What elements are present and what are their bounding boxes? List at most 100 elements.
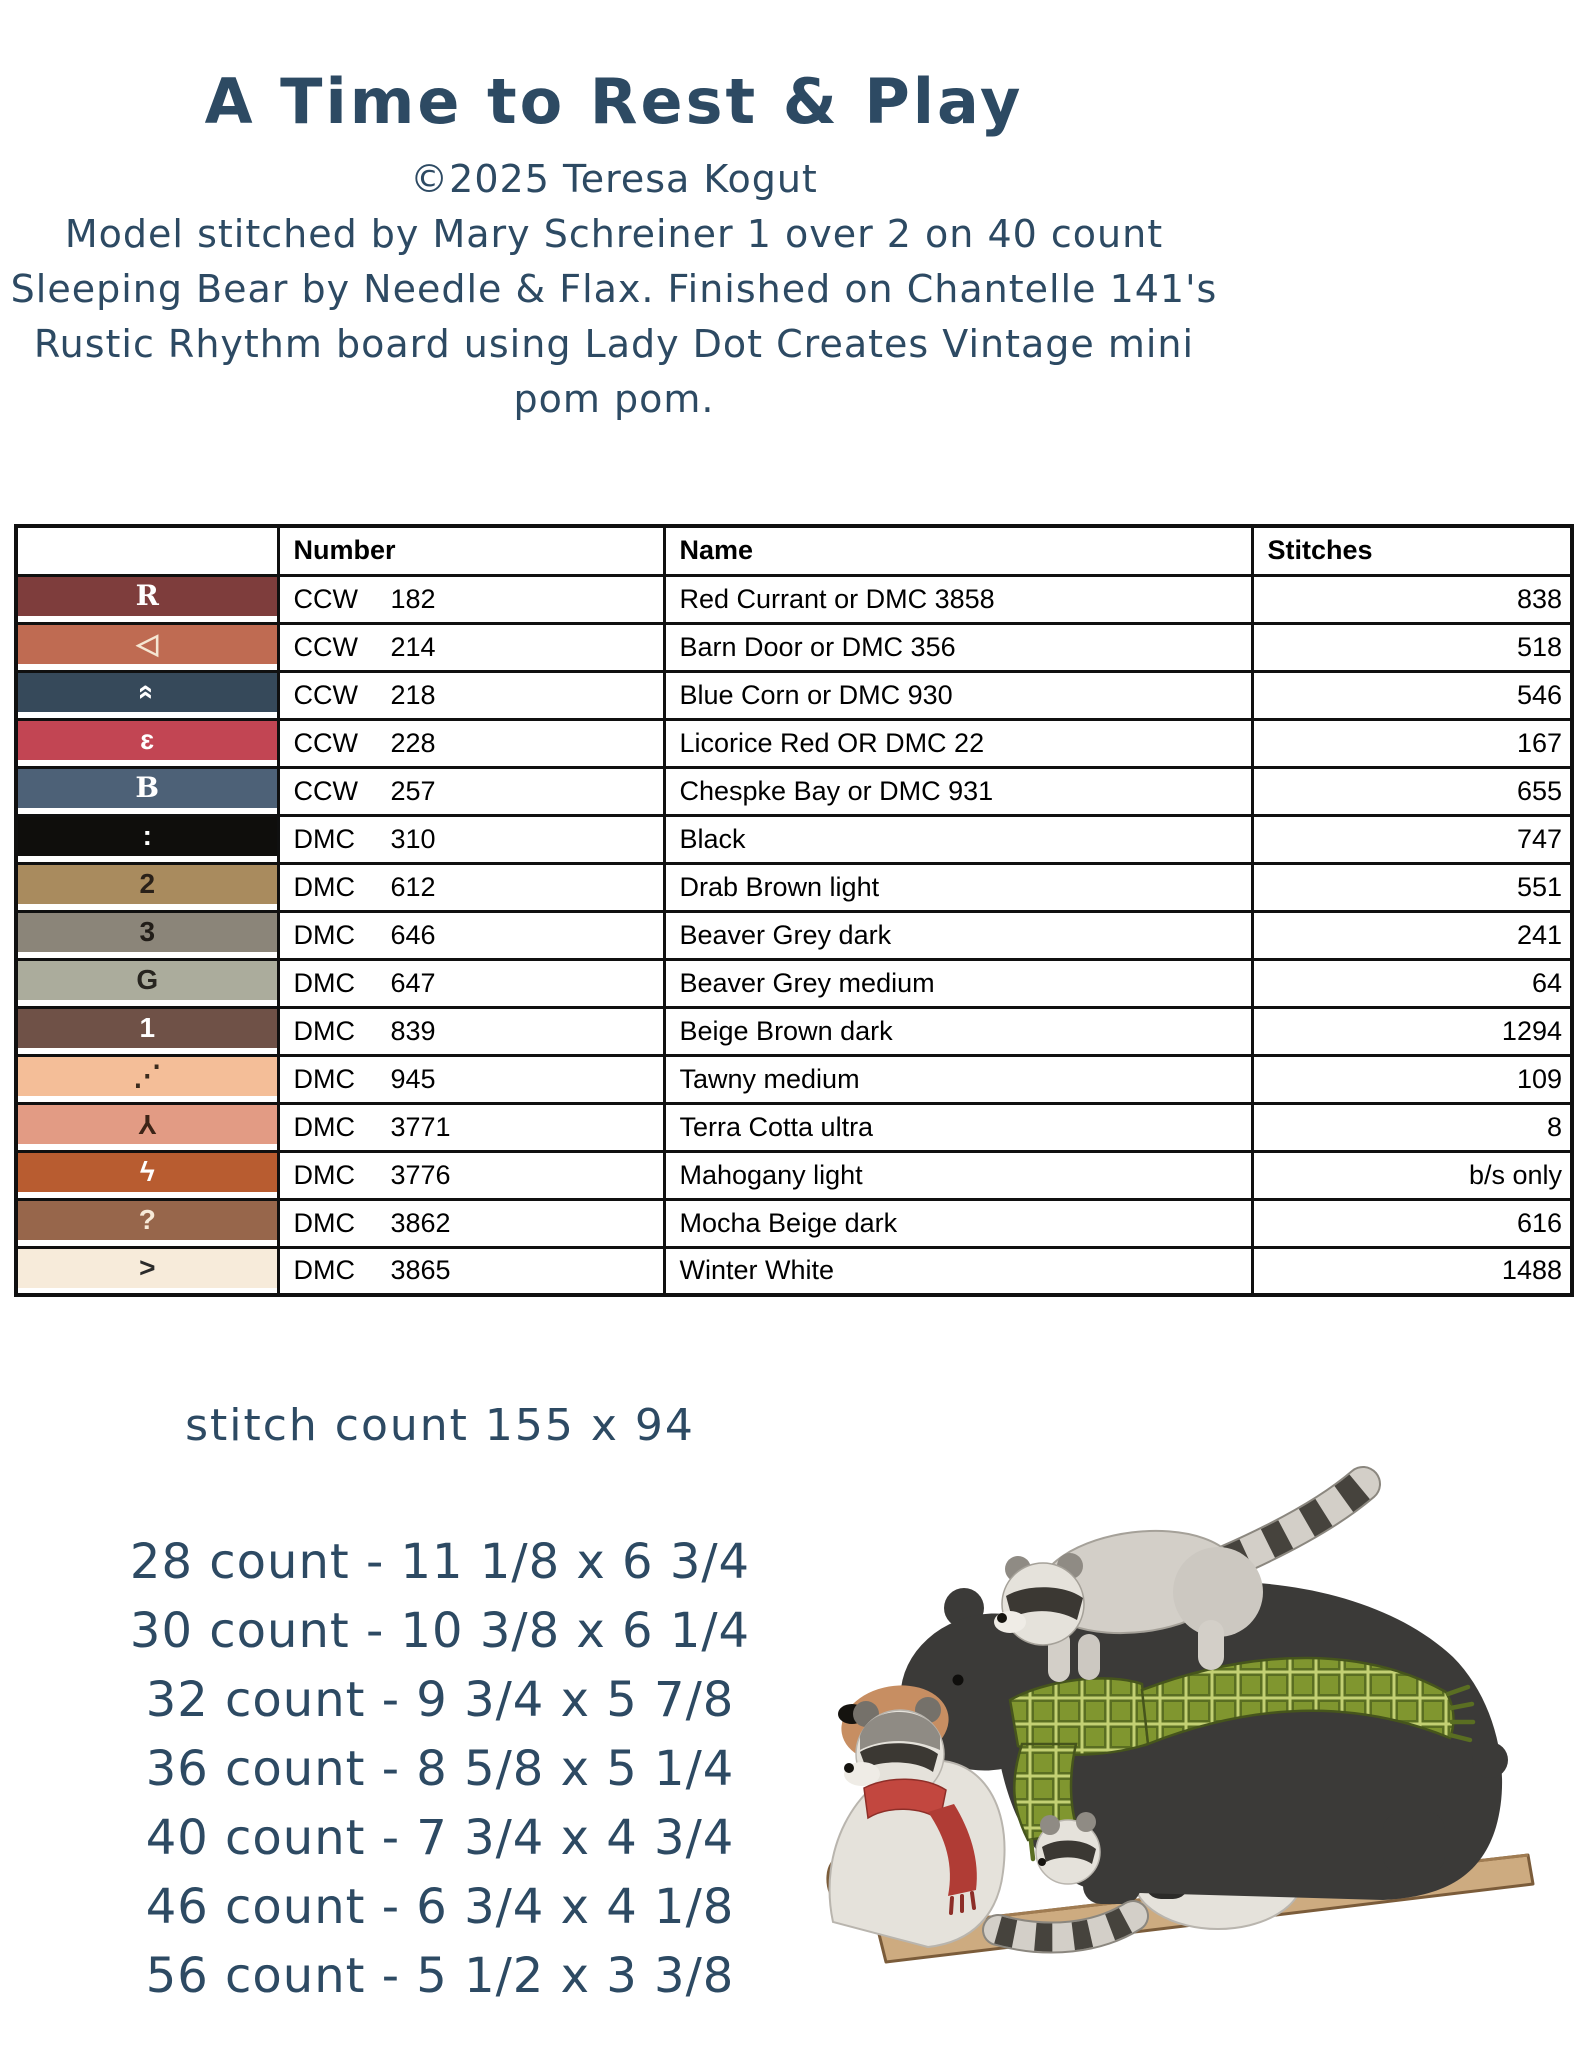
thread-brand: DMC xyxy=(293,1015,356,1046)
thread-name: Beaver Grey medium xyxy=(662,957,1254,1009)
thread-name: Winter White xyxy=(662,1245,1254,1297)
thread-brand: DMC xyxy=(293,919,356,950)
color-swatch: R xyxy=(19,578,275,616)
fabric-size-line: 40 count - 7 3/4 x 4 3/4 xyxy=(145,1810,735,1866)
table-row: ɛ CCW 228 Licorice Red OR DMC 22 167 xyxy=(14,717,1574,769)
thread-number: CCW 228 xyxy=(276,717,666,769)
symbol-glyph: ? xyxy=(138,1204,156,1235)
stitch-count-value: 616 xyxy=(1250,1197,1574,1249)
table-row: ? DMC 3862 Mocha Beige dark 616 xyxy=(14,1197,1574,1249)
symbol-glyph: ϟ xyxy=(139,1156,155,1187)
thread-brand: CCW xyxy=(293,727,358,758)
thread-code: 646 xyxy=(390,919,436,950)
thread-number: CCW 182 xyxy=(276,573,666,625)
thread-brand: CCW xyxy=(293,679,358,710)
color-swatch: ϟ xyxy=(19,1154,275,1192)
thread-code: 257 xyxy=(390,775,436,806)
color-swatch-cell: 3 xyxy=(14,909,280,961)
striped-tail xyxy=(994,1903,1141,1952)
stitch-count-value: 655 xyxy=(1250,765,1574,817)
color-swatch: G xyxy=(19,962,275,1000)
thread-code: 647 xyxy=(390,967,436,998)
thread-brand: CCW xyxy=(293,631,358,662)
stitch-count-value: 838 xyxy=(1250,573,1574,625)
bear-tail xyxy=(1472,1742,1508,1778)
raccoon-mask xyxy=(1006,1587,1083,1620)
thread-brand: DMC xyxy=(293,1255,356,1286)
thread-number: DMC 647 xyxy=(276,957,666,1009)
color-swatch-cell: : xyxy=(14,813,280,865)
thread-name: Chespke Bay or DMC 931 xyxy=(662,765,1254,817)
thread-number: DMC 3865 xyxy=(276,1245,666,1297)
color-swatch: 2 xyxy=(19,866,275,904)
thread-number: DMC 310 xyxy=(276,813,666,865)
stitch-count-value: 167 xyxy=(1250,717,1574,769)
thread-name: Mocha Beige dark xyxy=(662,1197,1254,1249)
table-row: 1 DMC 839 Beige Brown dark 1294 xyxy=(14,1005,1574,1057)
symbol-glyph: 3 xyxy=(139,916,156,947)
table-header-row: Number Name Stitches xyxy=(14,524,1574,577)
thread-number: DMC 839 xyxy=(276,1005,666,1057)
thread-code: 228 xyxy=(390,727,436,758)
table-row: : DMC 310 Black 747 xyxy=(14,813,1574,865)
thread-name: Drab Brown light xyxy=(662,861,1254,913)
fabric-size-line: 56 count - 5 1/2 x 3 3/8 xyxy=(145,1948,735,2004)
copyright-line: ©2025 Teresa Kogut xyxy=(410,157,818,201)
bear-sled-illustration xyxy=(826,1466,1535,1964)
number-column-header: Number xyxy=(276,524,666,577)
thread-code: 3862 xyxy=(390,1207,451,1238)
thread-brand: DMC xyxy=(293,967,356,998)
thread-name: Barn Door or DMC 356 xyxy=(662,621,1254,673)
thread-name: Blue Corn or DMC 930 xyxy=(662,669,1254,721)
thread-name: Tawny medium xyxy=(662,1053,1254,1105)
thread-name: Red Currant or DMC 3858 xyxy=(662,573,1254,625)
thread-number: DMC 945 xyxy=(276,1053,666,1105)
bear-eye xyxy=(952,1674,964,1686)
symbol-glyph: Y xyxy=(137,1109,157,1140)
symbol-glyph: 2 xyxy=(139,868,156,899)
symbol-glyph: ɛ xyxy=(140,724,155,755)
stitch-count-value: 109 xyxy=(1250,1053,1574,1105)
raccoon-on-sled xyxy=(828,1697,1149,1954)
striped-tail xyxy=(1221,1471,1374,1577)
color-swatch: 1 xyxy=(19,1010,275,1048)
color-swatch-cell: ? xyxy=(14,1197,280,1249)
thread-code: 3776 xyxy=(390,1159,451,1190)
fabric-size-line: 32 count - 9 3/4 x 5 7/8 xyxy=(145,1672,735,1728)
thread-name: Terra Cotta ultra xyxy=(662,1101,1254,1153)
color-swatch: « xyxy=(19,674,275,712)
table-row: ϟ DMC 3776 Mahogany light b/s only xyxy=(14,1149,1574,1201)
color-swatch: ? xyxy=(19,1202,275,1240)
red-scarf xyxy=(863,1778,947,1822)
thread-code: 310 xyxy=(390,823,436,854)
color-swatch-cell: ϟ xyxy=(14,1149,280,1201)
table-row: B CCW 257 Chespke Bay or DMC 931 655 xyxy=(14,765,1574,817)
stitch-count-heading: stitch count 155 x 94 xyxy=(185,1400,695,1451)
thread-code: 612 xyxy=(390,871,436,902)
table-row: > DMC 3865 Winter White 1488 xyxy=(14,1245,1574,1297)
stitches-column-header: Stitches xyxy=(1250,524,1574,577)
thread-name: Beige Brown dark xyxy=(662,1005,1254,1057)
color-swatch: > xyxy=(19,1250,275,1288)
thread-brand: CCW xyxy=(293,775,358,806)
color-swatch: ⋰ xyxy=(19,1058,275,1096)
color-key-table: Number Name Stitches R CCW 182 Red Currant … xyxy=(14,524,1574,1297)
color-swatch-cell: > xyxy=(14,1245,280,1297)
thread-code: 218 xyxy=(390,679,436,710)
table-row: ⋰ DMC 945 Tawny medium 109 xyxy=(14,1053,1574,1105)
thread-code: 182 xyxy=(390,583,436,614)
color-key-table-wrap: Number Name Stitches R CCW 182 Red Currant … xyxy=(14,524,1574,1297)
color-swatch: : xyxy=(19,818,275,856)
raccoon-mask xyxy=(860,1743,938,1772)
thread-brand: DMC xyxy=(293,823,356,854)
symbol-glyph: > xyxy=(139,1252,156,1283)
stitch-count-value: 747 xyxy=(1250,813,1574,865)
symbol-glyph: : xyxy=(142,820,152,851)
thread-code: 214 xyxy=(390,631,436,662)
thread-brand: DMC xyxy=(293,871,356,902)
thread-brand: DMC xyxy=(293,1063,356,1094)
thread-number: CCW 214 xyxy=(276,621,666,673)
color-swatch-cell: ◁ xyxy=(14,621,280,673)
color-swatch-cell: ɛ xyxy=(14,717,280,769)
